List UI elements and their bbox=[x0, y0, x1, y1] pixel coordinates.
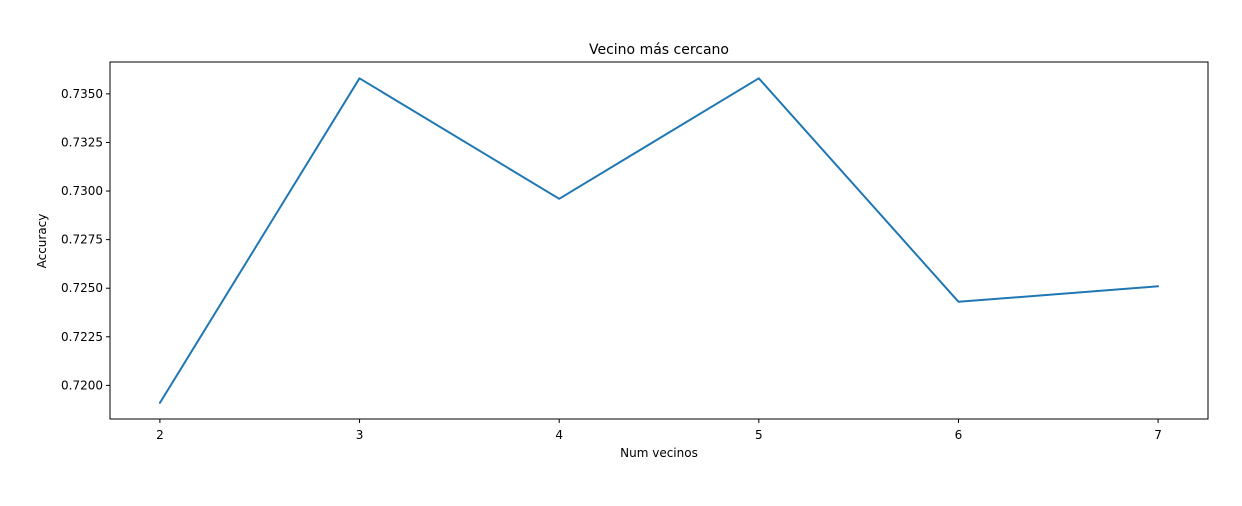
y-tick-label: 0.7200 bbox=[61, 378, 103, 392]
x-tick-label: 6 bbox=[955, 428, 963, 442]
series-line-0 bbox=[158, 77, 1160, 404]
x-tick-label: 2 bbox=[156, 428, 164, 442]
series-group bbox=[158, 77, 1160, 404]
y-tick-label: 0.7250 bbox=[61, 281, 103, 295]
x-axis-ticks: 2 3 4 5 6 7 bbox=[156, 419, 1162, 442]
y-axis-label: Accuracy bbox=[35, 214, 49, 269]
y-axis-ticks: 0.7200 0.7225 0.7250 0.7275 0.7300 0.7325 0.73… bbox=[61, 87, 110, 392]
y-tick-label: 0.7300 bbox=[61, 184, 103, 198]
plot-frame bbox=[109, 61, 1209, 420]
chart-title: Vecino más cercano bbox=[589, 42, 729, 58]
y-tick-label: 0.7225 bbox=[61, 330, 103, 344]
x-axis-label: Num vecinos bbox=[620, 446, 698, 460]
y-tick-label: 0.7325 bbox=[61, 135, 103, 149]
y-tick-label: 0.7350 bbox=[61, 87, 103, 101]
x-tick-label: 4 bbox=[555, 428, 563, 442]
x-tick-label: 3 bbox=[356, 428, 364, 442]
x-tick-label: 7 bbox=[1154, 428, 1162, 442]
y-tick-label: 0.7275 bbox=[61, 233, 103, 247]
x-tick-label: 5 bbox=[755, 428, 763, 442]
